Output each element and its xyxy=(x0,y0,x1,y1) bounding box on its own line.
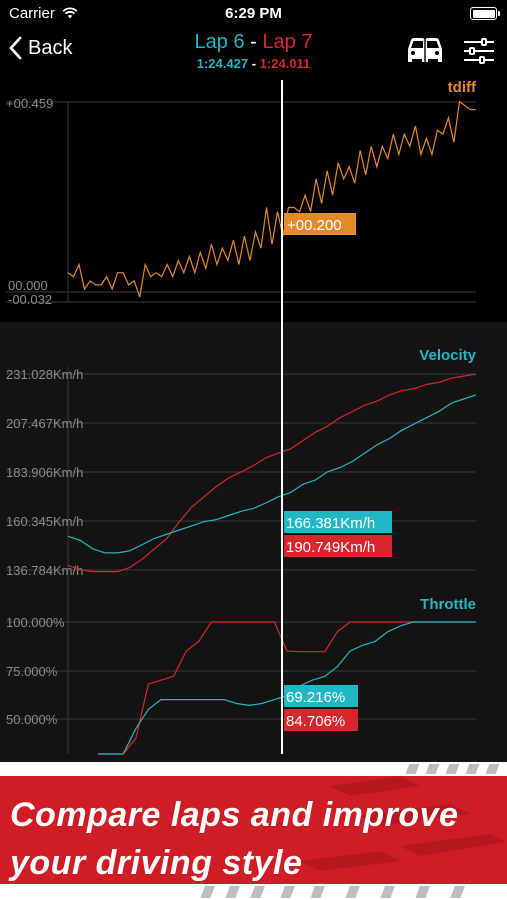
promo-banner: Compare laps and improve your driving st… xyxy=(0,762,507,900)
time-separator: - xyxy=(251,56,257,71)
throttle-cursor-badge-a xyxy=(284,685,358,707)
compare-cars-button[interactable] xyxy=(406,34,444,71)
velocity-tick: 231.028Km/h xyxy=(6,367,83,382)
velocity-lap-a-line xyxy=(67,394,477,554)
throttle-cursor-label-b: 84.706% xyxy=(286,713,345,730)
velocity-tick: 160.345Km/h xyxy=(6,514,83,529)
back-button[interactable]: Back xyxy=(8,36,72,60)
velocity-title: Velocity xyxy=(419,347,476,364)
tdiff-tick-max: +00.459 xyxy=(6,96,53,111)
lap-a-label: Lap 6 xyxy=(194,31,245,53)
throttle-tick: 100.000% xyxy=(6,615,65,630)
velocity-cursor-label-b: 190.749Km/h xyxy=(286,539,375,556)
tire-tread-pattern xyxy=(200,764,500,898)
velocity-throttle-panel: Velocity 231.028Km/h 207.467Km/h 183.906… xyxy=(0,322,507,762)
velocity-cursor-badge-a xyxy=(284,511,392,533)
settings-button[interactable] xyxy=(463,38,495,69)
status-bar: Carrier 6:29 PM xyxy=(0,0,507,28)
velocity-lap-b-line xyxy=(67,373,477,573)
velocity-tick: 183.906Km/h xyxy=(6,465,83,480)
lap-a-time: 1:24.427 xyxy=(196,56,249,71)
tdiff-chart[interactable]: +00.459 00.000 -00.032 tdiff +00.200 xyxy=(0,80,507,322)
banner-red-band: Compare laps and improve your driving st… xyxy=(0,776,507,884)
throttle-cursor-badge-b xyxy=(284,709,358,731)
velocity-tick: 207.467Km/h xyxy=(6,416,83,431)
tire-mark-overlay xyxy=(300,776,507,871)
velocity-tick: 136.784Km/h xyxy=(6,563,83,578)
tdiff-cursor-badge xyxy=(284,213,356,235)
title-separator: - xyxy=(250,31,257,53)
battery-icon xyxy=(470,7,500,20)
cars-icon xyxy=(408,36,442,64)
banner-headline-line1: Compare laps and improve xyxy=(10,796,459,834)
throttle-title: Throttle xyxy=(420,596,476,613)
throttle-tick: 75.000% xyxy=(6,664,58,679)
velocity-cursor-label-a: 166.381Km/h xyxy=(286,515,375,532)
tdiff-tick-zero: 00.000 xyxy=(8,278,48,293)
chevron-left-icon xyxy=(9,36,22,60)
tdiff-series-line xyxy=(67,100,476,298)
sliders-icon xyxy=(464,38,494,64)
tdiff-title: tdiff xyxy=(448,80,477,96)
cursor-line[interactable] xyxy=(281,80,283,754)
throttle-tick: 50.000% xyxy=(6,712,58,727)
velocity-cursor-badge-b xyxy=(284,535,392,557)
back-label: Back xyxy=(28,36,73,59)
clock: 6:29 PM xyxy=(225,5,282,22)
lap-comparison-title: Lap 6 - Lap 7 1:24.427 - 1:24.011 xyxy=(0,31,507,71)
velocity-throttle-chart[interactable]: Velocity 231.028Km/h 207.467Km/h 183.906… xyxy=(0,322,507,762)
nav-bar: Back Lap 6 - Lap 7 1:24.427 - 1:24.011 xyxy=(0,28,507,80)
lap-b-label: Lap 7 xyxy=(262,31,313,53)
lap-b-time: 1:24.011 xyxy=(259,56,311,71)
banner-headline-line2: your driving style xyxy=(10,844,303,882)
tdiff-panel: +00.459 00.000 -00.032 tdiff +00.200 xyxy=(0,80,507,322)
carrier-label: Carrier xyxy=(9,5,55,22)
wifi-icon xyxy=(62,6,78,23)
throttle-cursor-label-a: 69.216% xyxy=(286,689,345,706)
tdiff-tick-min: -00.032 xyxy=(8,292,52,307)
tdiff-cursor-label: +00.200 xyxy=(287,217,342,234)
